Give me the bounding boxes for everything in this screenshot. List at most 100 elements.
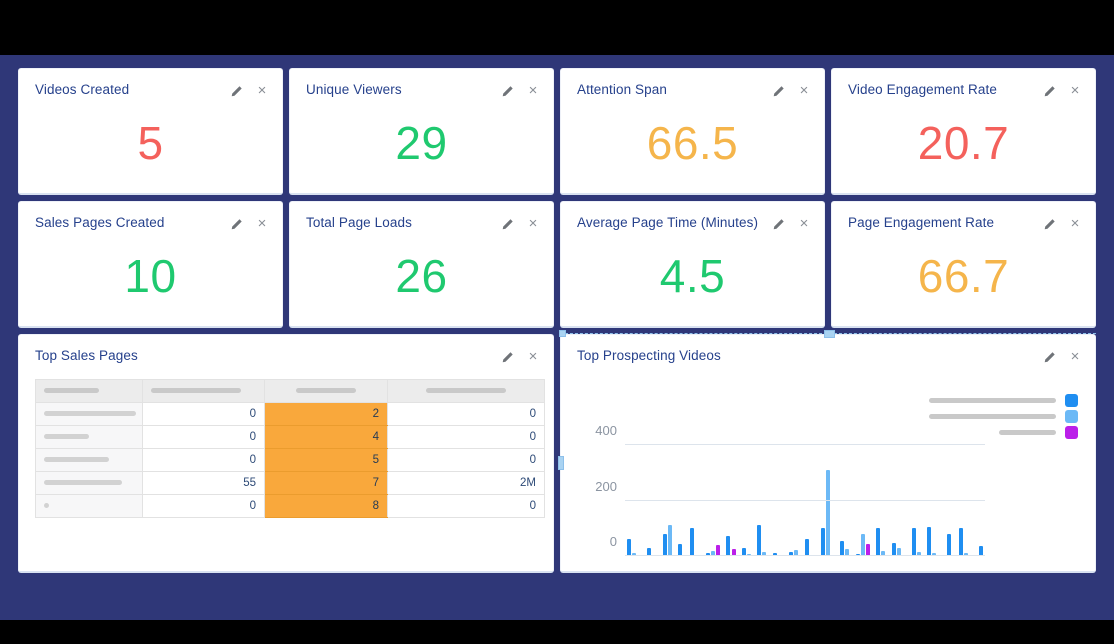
bar[interactable]	[690, 528, 695, 556]
panel-title: Top Prospecting Videos	[577, 348, 721, 363]
edit-pencil-icon[interactable]	[499, 349, 515, 365]
card-actions: ×	[499, 83, 541, 99]
bar[interactable]	[845, 549, 850, 556]
edit-pencil-icon[interactable]	[499, 83, 515, 99]
value-cell: 0	[387, 448, 545, 472]
redacted-row-label	[44, 480, 122, 486]
bar[interactable]	[911, 528, 916, 556]
legend-item[interactable]	[929, 392, 1078, 408]
bar[interactable]	[875, 528, 880, 556]
legend-item[interactable]	[929, 424, 1078, 440]
bar[interactable]	[861, 533, 866, 556]
bar[interactable]	[896, 547, 901, 556]
bar[interactable]	[958, 528, 963, 556]
bar[interactable]	[856, 553, 861, 556]
card-actions: ×	[499, 216, 541, 232]
redacted-header-label	[151, 388, 241, 394]
legend-item[interactable]	[929, 408, 1078, 424]
bar[interactable]	[662, 533, 667, 556]
bar[interactable]	[963, 553, 968, 556]
card-actions: ×	[1041, 216, 1083, 232]
bar[interactable]	[978, 546, 983, 556]
table-header-cell[interactable]	[264, 379, 388, 403]
close-icon[interactable]: ×	[1067, 83, 1083, 99]
close-icon[interactable]: ×	[796, 83, 812, 99]
close-icon[interactable]: ×	[525, 349, 541, 365]
edit-pencil-icon[interactable]	[1041, 83, 1057, 99]
legend-color-swatch	[1065, 393, 1078, 407]
close-icon[interactable]: ×	[525, 83, 541, 99]
bar[interactable]	[725, 536, 730, 556]
bar[interactable]	[840, 540, 845, 556]
close-icon[interactable]: ×	[796, 216, 812, 232]
card-header: Unique Viewers ×	[290, 69, 553, 99]
top-prospecting-videos-panel[interactable]: Top Prospecting Videos × 0 200 400	[558, 330, 1096, 573]
edit-pencil-icon[interactable]	[1041, 349, 1057, 365]
bar[interactable]	[825, 469, 830, 556]
bar-group	[840, 540, 850, 556]
table-row[interactable]: 55 7 2M	[35, 471, 545, 495]
bar[interactable]	[793, 549, 798, 556]
bar[interactable]	[932, 552, 937, 556]
bar[interactable]	[880, 551, 885, 556]
close-icon[interactable]: ×	[525, 216, 541, 232]
top-sales-pages-panel: Top Sales Pages × 0 2 0 0 4 0 0 5 0 55 7 2M 0 8 0	[18, 334, 554, 573]
redacted-legend-label	[929, 397, 1056, 403]
metric-card: Page Engagement Rate × 66.7	[831, 201, 1096, 328]
bar[interactable]	[947, 534, 952, 556]
bar[interactable]	[927, 526, 932, 556]
bar[interactable]	[891, 542, 896, 556]
metric-value: 5	[137, 117, 164, 169]
card-title: Attention Span	[577, 82, 667, 97]
table-header-cell[interactable]	[35, 379, 143, 403]
bar[interactable]	[715, 544, 720, 556]
bar[interactable]	[820, 528, 825, 556]
row-label-cell	[35, 425, 143, 449]
bar[interactable]	[757, 525, 762, 556]
bar[interactable]	[627, 538, 631, 556]
edit-pencil-icon[interactable]	[770, 83, 786, 99]
edit-pencil-icon[interactable]	[1041, 216, 1057, 232]
bar-group	[662, 525, 673, 556]
y-axis-tick-label: 0	[609, 534, 617, 549]
close-icon[interactable]: ×	[254, 83, 270, 99]
value-cell: 55	[142, 471, 265, 495]
redacted-legend-label	[929, 413, 1056, 419]
edit-pencil-icon[interactable]	[770, 216, 786, 232]
bar[interactable]	[788, 552, 793, 556]
bar[interactable]	[773, 553, 778, 556]
bar[interactable]	[916, 551, 921, 556]
bar[interactable]	[705, 552, 710, 556]
resize-handle-top-left[interactable]	[559, 330, 566, 337]
bar-group	[804, 539, 815, 556]
resize-handle-top-center[interactable]	[824, 330, 835, 338]
close-icon[interactable]: ×	[254, 216, 270, 232]
y-gridline	[625, 444, 985, 445]
table-header-cell[interactable]	[142, 379, 265, 403]
bar[interactable]	[741, 547, 746, 556]
edit-pencil-icon[interactable]	[228, 216, 244, 232]
bar[interactable]	[804, 539, 809, 556]
resize-handle-left-middle[interactable]	[558, 456, 564, 470]
bar[interactable]	[678, 544, 683, 556]
table-header-cell[interactable]	[387, 379, 545, 403]
bar[interactable]	[667, 525, 672, 556]
bar[interactable]	[762, 551, 767, 556]
bar[interactable]	[866, 543, 871, 556]
edit-pencil-icon[interactable]	[499, 216, 515, 232]
card-header: Sales Pages Created ×	[19, 202, 282, 232]
metric-card: Unique Viewers × 29	[289, 68, 554, 195]
bar[interactable]	[710, 551, 715, 556]
bar[interactable]	[731, 549, 736, 556]
close-icon[interactable]: ×	[1067, 216, 1083, 232]
bar[interactable]	[646, 548, 651, 556]
bar[interactable]	[632, 553, 636, 556]
close-icon[interactable]: ×	[1067, 349, 1083, 365]
close-glyph: ×	[799, 215, 809, 232]
bar-group	[757, 525, 767, 556]
edit-pencil-icon[interactable]	[228, 83, 244, 99]
